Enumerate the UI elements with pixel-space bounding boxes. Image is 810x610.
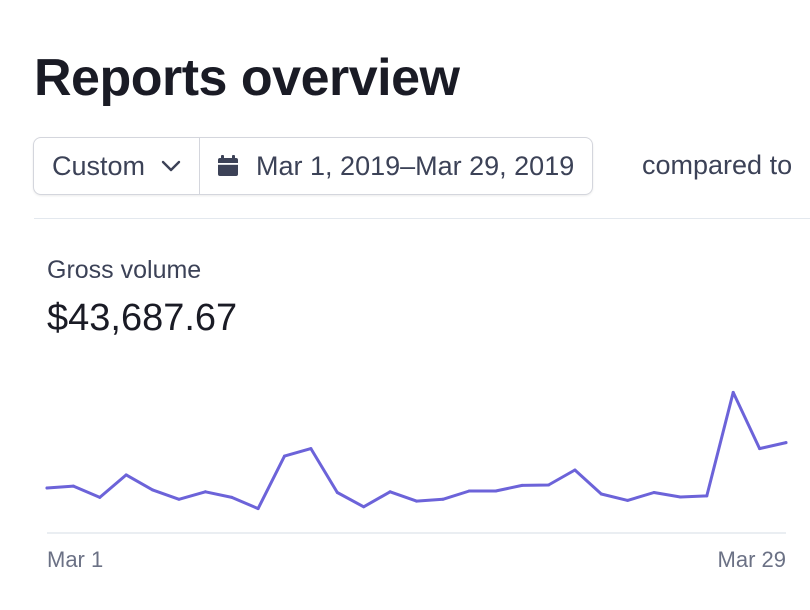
- data-point: [98, 495, 102, 499]
- data-point: [388, 490, 392, 494]
- metric-value: $43,687.67: [47, 297, 238, 339]
- data-point: [520, 483, 524, 487]
- data-point: [758, 447, 762, 451]
- data-point: [467, 489, 471, 493]
- data-point: [151, 488, 155, 492]
- data-point: [283, 454, 286, 458]
- data-point: [441, 497, 445, 501]
- data-point: [71, 484, 75, 488]
- data-point: [335, 491, 339, 494]
- series-line: [45, 390, 788, 511]
- chevron-down-icon: [161, 160, 181, 172]
- page-title: Reports overview: [34, 49, 460, 107]
- metric-label: Gross volume: [47, 256, 202, 284]
- data-point: [573, 468, 577, 472]
- data-point: [547, 483, 550, 487]
- data-point: [230, 495, 234, 499]
- data-point: [415, 499, 418, 503]
- data-point: [599, 492, 603, 496]
- compared-to-label: compared to: [642, 150, 793, 180]
- date-range-picker[interactable]: Mar 1, 2019–Mar 29, 2019: [200, 138, 592, 194]
- calendar-icon: [218, 155, 239, 176]
- section-divider: [34, 218, 810, 219]
- data-point: [494, 489, 498, 493]
- data-point: [124, 473, 128, 477]
- data-point: [784, 441, 788, 445]
- date-range-label: Mar 1, 2019–Mar 29, 2019: [256, 150, 575, 181]
- data-point: [362, 505, 366, 509]
- data-point: [678, 495, 682, 499]
- data-point: [309, 447, 313, 451]
- data-point: [705, 494, 709, 498]
- data-point: [731, 390, 735, 394]
- x-tick-label-end: Mar 29: [718, 547, 786, 572]
- data-point: [626, 498, 630, 502]
- data-point: [177, 497, 181, 501]
- data-point: [45, 486, 49, 490]
- date-filter-group: Custom Mar 1, 2019–Mar 29, 2019: [33, 137, 594, 195]
- x-tick-label-start: Mar 1: [47, 547, 103, 572]
- data-point: [256, 507, 260, 511]
- date-preset-dropdown[interactable]: Custom: [34, 138, 201, 194]
- date-preset-label: Custom: [52, 150, 146, 181]
- data-point: [203, 490, 207, 494]
- data-point: [652, 491, 656, 494]
